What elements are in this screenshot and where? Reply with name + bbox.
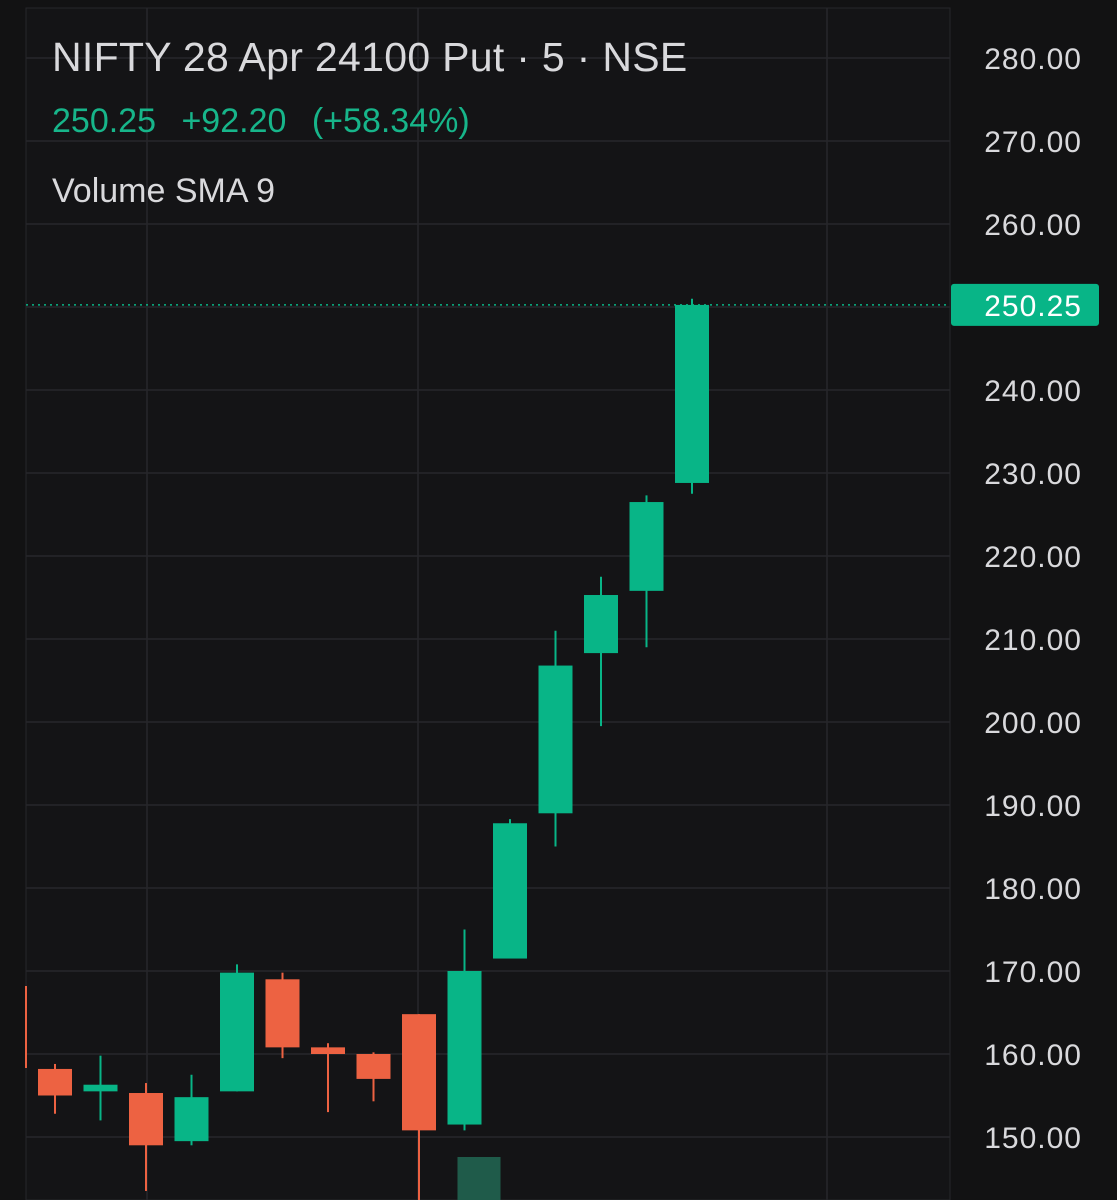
candle-body — [675, 304, 709, 483]
candle — [83, 1055, 118, 1121]
volume-bar — [457, 1157, 501, 1200]
y-tick-label: 180.00 — [984, 873, 1082, 906]
last-price-badge — [951, 283, 1099, 326]
candle — [675, 298, 709, 494]
candle — [538, 630, 573, 847]
candle — [447, 929, 482, 1131]
candle — [38, 1063, 72, 1114]
candle — [356, 1052, 391, 1102]
y-tick-label: 200.00 — [984, 707, 1082, 740]
price-change-percent: (+58.34%) — [311, 102, 470, 140]
y-tick-label: 240.00 — [984, 375, 1082, 408]
y-tick-label: 220.00 — [984, 541, 1082, 574]
indicator-label[interactable]: Volume SMA 9 — [52, 172, 276, 210]
candle — [129, 1083, 163, 1191]
price-change: +92.20 — [181, 102, 287, 140]
candle — [402, 1014, 436, 1200]
y-tick-label: 160.00 — [984, 1039, 1082, 1072]
last-price: 250.25 — [52, 102, 156, 140]
y-tick-label: 210.00 — [984, 624, 1082, 657]
y-tick-label: 280.00 — [984, 43, 1082, 76]
y-tick-label: 170.00 — [984, 956, 1082, 989]
candle-body — [38, 1068, 72, 1096]
symbol-title: NIFTY 28 Apr 24100 Put · 5 · NSE — [52, 34, 688, 80]
candle-body — [584, 595, 618, 654]
candle-body — [629, 502, 664, 591]
candle — [174, 1074, 209, 1146]
y-tick-label: 150.00 — [984, 1122, 1082, 1155]
candle-body — [129, 1093, 163, 1146]
candle-body — [174, 1097, 209, 1142]
plot-frame — [25, 7, 951, 1200]
price-quote: 250.25 +92.20 (+58.34%) — [52, 102, 486, 141]
candle-body — [402, 1014, 436, 1131]
candle — [629, 495, 664, 648]
candle-body — [311, 1047, 345, 1054]
candle-body — [493, 823, 527, 959]
y-tick-label: 230.00 — [984, 458, 1082, 491]
y-tick-label: 260.00 — [984, 209, 1082, 242]
candle — [311, 1043, 345, 1113]
candle-body — [265, 979, 300, 1048]
y-tick-label: 190.00 — [984, 790, 1082, 823]
candle-body — [538, 665, 573, 814]
candle — [584, 576, 618, 727]
last-price-label: 250.25 — [984, 290, 1082, 323]
candle — [265, 972, 300, 1059]
y-tick-label: 270.00 — [984, 126, 1082, 159]
candle-body — [356, 1054, 391, 1079]
candle-body — [83, 1084, 118, 1092]
candle — [220, 964, 254, 1092]
candle-body — [220, 972, 254, 1092]
candle — [493, 819, 527, 959]
candle-body — [447, 971, 482, 1125]
